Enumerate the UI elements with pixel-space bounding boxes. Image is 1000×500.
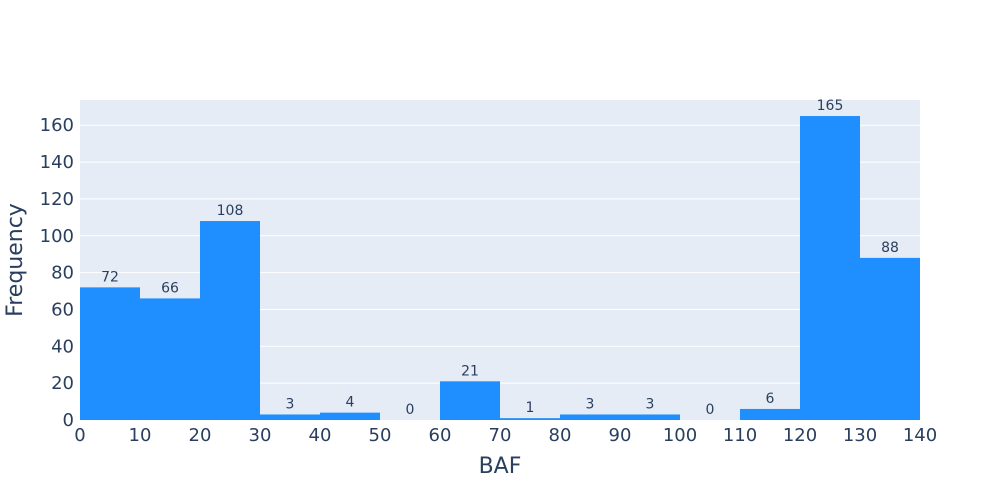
y-tick-label: 140 — [40, 152, 74, 173]
histogram-bar — [200, 221, 260, 420]
histogram-bar — [320, 412, 380, 420]
x-tick-label: 100 — [663, 425, 697, 446]
x-tick-label: 30 — [249, 425, 272, 446]
bar-value-label: 0 — [706, 402, 715, 418]
bar-value-label: 0 — [406, 402, 415, 418]
bar-value-label: 1 — [526, 400, 535, 416]
histogram-bar — [800, 116, 860, 420]
x-tick-label: 80 — [549, 425, 572, 446]
bar-value-label: 4 — [346, 395, 355, 411]
bar-value-label: 66 — [161, 280, 179, 296]
y-tick-label: 60 — [51, 299, 74, 320]
bar-value-label: 88 — [881, 240, 899, 256]
bar-value-label: 108 — [217, 203, 244, 219]
histogram-bar — [740, 408, 800, 420]
x-tick-label: 130 — [843, 425, 877, 446]
bar-value-label: 3 — [646, 396, 655, 412]
x-tick-label: 120 — [783, 425, 817, 446]
y-axis-ticks: 0 20 40 60 80 100 120 140 160 — [40, 115, 74, 431]
x-tick-label: 60 — [429, 425, 452, 446]
histogram-bar — [140, 298, 200, 420]
x-tick-label: 70 — [489, 425, 512, 446]
y-tick-label: 80 — [51, 263, 74, 284]
x-tick-label: 140 — [903, 425, 937, 446]
histogram-bar — [860, 257, 920, 420]
x-tick-label: 90 — [609, 425, 632, 446]
x-tick-label: 20 — [189, 425, 212, 446]
bar-value-label: 72 — [101, 269, 119, 285]
bar-labels: 72 66 108 3 4 0 21 1 3 3 0 6 165 88 — [101, 98, 899, 418]
y-tick-label: 0 — [63, 410, 74, 431]
x-tick-label: 10 — [129, 425, 152, 446]
bars — [80, 116, 920, 420]
histogram-bar — [620, 414, 680, 420]
bar-value-label: 165 — [817, 98, 844, 114]
histogram-bar — [260, 414, 320, 420]
y-tick-label: 40 — [51, 336, 74, 357]
bar-value-label: 21 — [461, 363, 479, 379]
x-axis-ticks: 0 10 20 30 40 50 60 70 80 90 100 110 120 130 140 — [74, 425, 937, 446]
x-tick-label: 40 — [309, 425, 332, 446]
histogram-bar — [560, 414, 620, 420]
y-tick-label: 120 — [40, 189, 74, 210]
x-tick-label: 0 — [74, 425, 85, 446]
x-tick-label: 50 — [369, 425, 392, 446]
y-tick-label: 160 — [40, 115, 74, 136]
y-tick-label: 20 — [51, 373, 74, 394]
histogram-bar — [500, 418, 560, 420]
histogram-bar — [440, 381, 500, 420]
bar-value-label: 6 — [766, 391, 775, 407]
histogram-bar — [80, 287, 140, 420]
x-tick-label: 110 — [723, 425, 757, 446]
x-axis-title: BAF — [479, 454, 522, 479]
bar-value-label: 3 — [586, 396, 595, 412]
y-axis-title: Frequency — [3, 203, 28, 317]
y-tick-label: 100 — [40, 226, 74, 247]
bar-value-label: 3 — [286, 396, 295, 412]
